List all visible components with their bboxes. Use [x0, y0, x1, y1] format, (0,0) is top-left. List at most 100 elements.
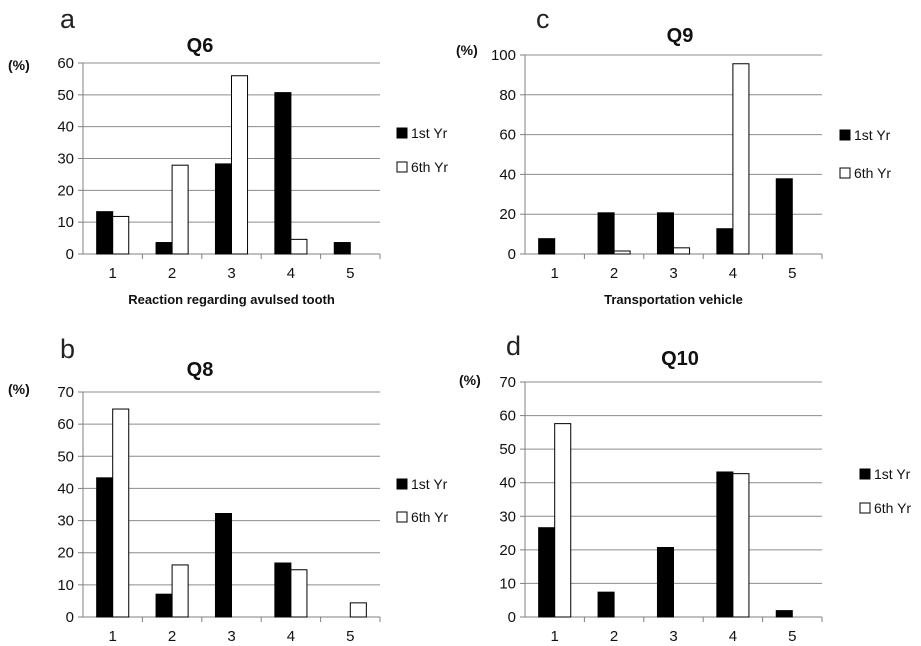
bar-series-2-cat-1 [112, 215, 130, 255]
bar-series-1-cat-1 [538, 238, 556, 255]
y-unit-label: (%) [456, 42, 478, 58]
bar-series-2-cat-5 [349, 602, 367, 618]
legend: 1st Yr 6th Yr [859, 466, 911, 516]
y-tick-label: 20 [57, 545, 74, 562]
chart-panel-d: dQ10(%)01020304050607012345Transportatio… [459, 331, 911, 645]
bar-series-2-cat-4 [732, 63, 750, 255]
x-tick-label: 3 [669, 265, 677, 282]
bar-series-2-cat-3 [673, 247, 691, 255]
bar-series-2-cat-3 [231, 75, 249, 255]
legend: 1st Yr 6th Yr [396, 125, 448, 175]
y-tick-label: 40 [57, 119, 74, 136]
legend-label: 6th Yr [854, 165, 891, 181]
x-tick-label: 3 [227, 628, 235, 641]
x-tick-label: 4 [729, 628, 737, 641]
x-tick-label: 2 [168, 265, 176, 282]
bar-series-1-cat-3 [656, 547, 674, 618]
x-tick-label: 1 [551, 628, 559, 641]
bar-series-2-cat-1 [554, 423, 572, 618]
x-tick-label: 3 [227, 265, 235, 282]
y-tick-label: 50 [57, 448, 74, 465]
bar-series-1-cat-2 [597, 591, 615, 618]
y-tick-label: 10 [57, 577, 74, 594]
bar-series-1-cat-2 [155, 593, 173, 618]
y-tick-label: 70 [499, 374, 516, 391]
y-tick-label: 20 [499, 542, 516, 559]
bar-series-1-cat-4 [716, 471, 734, 618]
x-tick-label: 5 [346, 628, 354, 641]
bar-series-2-cat-2 [171, 164, 189, 255]
legend-swatch-series-1 [859, 468, 871, 480]
bar-series-1-cat-5 [333, 242, 351, 255]
bar-series-1-cat-1 [96, 477, 114, 618]
x-tick-label: 2 [610, 628, 618, 641]
y-tick-label: 0 [508, 609, 516, 626]
bar-series-2-cat-1 [112, 408, 130, 618]
bar-series-2-cat-4 [290, 238, 308, 255]
y-tick-label: 70 [57, 384, 74, 401]
panel-letter: d [506, 331, 521, 361]
y-tick-label: 40 [499, 166, 516, 183]
bar-series-1-cat-2 [597, 212, 615, 255]
y-tick-label: 10 [499, 575, 516, 592]
x-tick-label: 1 [109, 628, 117, 641]
bar-series-1-cat-3 [214, 513, 233, 618]
legend-label: 1st Yr [411, 476, 448, 492]
y-tick-label: 10 [57, 214, 74, 231]
panel-letter: b [60, 334, 75, 364]
y-tick-label: 40 [499, 475, 516, 492]
legend-swatch-series-2 [839, 167, 851, 179]
y-tick-label: 100 [491, 47, 516, 64]
y-tick-label: 0 [66, 246, 74, 263]
legend-label: 1st Yr [411, 125, 448, 141]
bar-series-2-cat-2 [613, 250, 631, 255]
x-tick-label: 2 [610, 265, 618, 282]
legend-swatch-series-1 [839, 129, 851, 141]
y-tick-label: 60 [499, 408, 516, 425]
bar-series-2-cat-2 [171, 564, 189, 618]
y-unit-label: (%) [459, 372, 481, 388]
chart-title: Q8 [187, 359, 214, 381]
bar-series-1-cat-4 [274, 92, 292, 255]
legend-label: 6th Yr [411, 159, 448, 175]
y-tick-label: 60 [57, 55, 74, 72]
bar-series-2-cat-4 [290, 569, 308, 618]
chart-title: Q9 [667, 25, 694, 47]
legend-swatch-series-1 [396, 478, 408, 490]
y-unit-label: (%) [8, 57, 30, 73]
x-axis-title: Transportation vehicle [604, 292, 743, 307]
panel-letter: c [536, 4, 550, 34]
y-tick-label: 20 [57, 182, 74, 199]
legend-label: 1st Yr [854, 127, 891, 143]
legend-swatch-series-2 [396, 161, 408, 173]
x-tick-label: 2 [168, 628, 176, 641]
x-tick-label: 3 [669, 628, 677, 641]
legend-swatch-series-1 [396, 127, 408, 139]
legend-label: 6th Yr [874, 500, 911, 516]
legend: 1st Yr 6th Yr [396, 476, 448, 525]
bar-series-1-cat-5 [775, 610, 793, 618]
y-tick-label: 20 [499, 206, 516, 223]
legend-swatch-series-2 [396, 511, 408, 523]
x-axis-title: Reaction regarding avulsed tooth [128, 292, 335, 307]
y-tick-label: 30 [499, 508, 516, 525]
legend-label: 1st Yr [874, 466, 911, 482]
x-tick-label: 4 [287, 265, 295, 282]
y-tick-label: 60 [499, 127, 516, 144]
panel-letter: a [60, 4, 76, 34]
bar-series-1-cat-5 [775, 178, 793, 255]
y-tick-label: 50 [499, 441, 516, 458]
y-tick-label: 80 [499, 87, 516, 104]
chart-panel-c: c Q9 (%) 0 20 40 60 80 100 1 2 3 4 5 Transportation ve… [456, 4, 891, 307]
bar-series-1-cat-1 [538, 527, 556, 618]
chart-title: Q6 [187, 35, 214, 57]
y-tick-label: 40 [57, 480, 74, 497]
bar-series-1-cat-2 [155, 242, 173, 255]
y-tick-label: 0 [508, 246, 516, 263]
bar-series-1-cat-4 [274, 562, 292, 618]
x-tick-label: 5 [788, 628, 796, 641]
bar-series-1-cat-3 [656, 212, 674, 255]
x-tick-label: 4 [287, 628, 295, 641]
